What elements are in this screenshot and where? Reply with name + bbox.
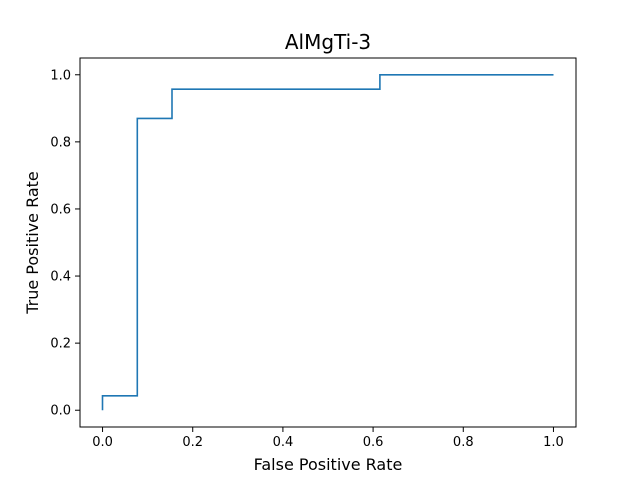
- y-tick-label: 0.0: [50, 404, 71, 419]
- x-tick-label: 0.0: [92, 435, 113, 450]
- x-tick-label: 0.8: [453, 435, 474, 450]
- axis-ticks: 0.0 0.2 0.4 0.6 0.8 1.0 0.0 0.2 0.4 0.6 0.8 1.0: [50, 68, 563, 450]
- roc-curve-line: [101, 74, 554, 411]
- plot-area-frame: [79, 57, 577, 428]
- y-tick-label: 0.8: [50, 135, 71, 150]
- x-tick-label: 0.6: [363, 435, 384, 450]
- x-tick-label: 0.4: [273, 435, 294, 450]
- y-tick-label: 0.6: [50, 202, 71, 217]
- y-tick-label: 0.2: [50, 337, 71, 352]
- chart-title: AlMgTi-3: [285, 30, 371, 54]
- x-axis-label: False Positive Rate: [254, 455, 403, 474]
- y-tick-label: 1.0: [50, 68, 71, 83]
- series-layer: [101, 74, 554, 411]
- y-tick-label: 0.4: [50, 270, 71, 285]
- x-tick-label: 1.0: [543, 435, 564, 450]
- x-tick-label: 0.2: [182, 435, 203, 450]
- y-axis-label: True Positive Rate: [23, 171, 42, 315]
